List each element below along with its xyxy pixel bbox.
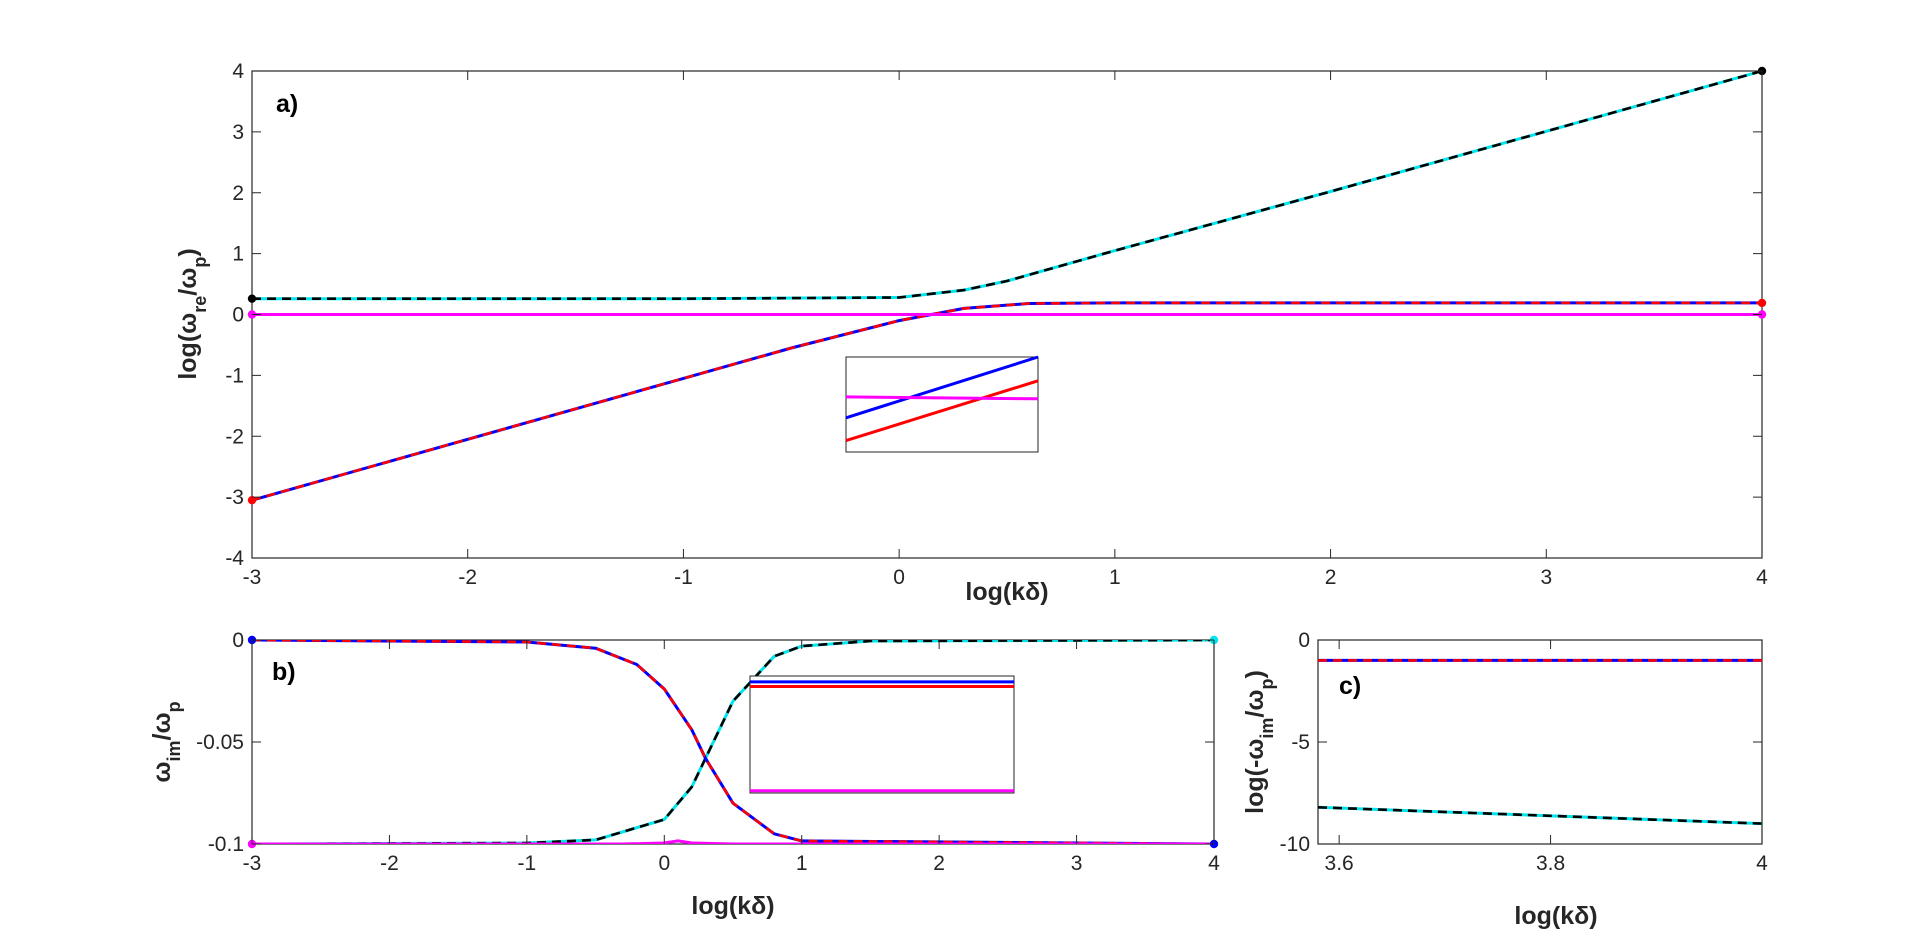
endpoint-marker — [247, 294, 257, 303]
panel-b-y-axis-label: ωim/ωp — [148, 701, 184, 782]
y-tick-label: -2 — [225, 425, 244, 448]
panel-c-plot-area — [1317, 639, 1763, 845]
y-tick-label: -0.05 — [196, 731, 244, 754]
panel-a-y-axis-label: log(ωre/ωp) — [174, 248, 210, 379]
y-tick-label: 2 — [232, 182, 244, 205]
panel-c-x-axis-label: log(kδ) — [1514, 902, 1597, 930]
y-tick-label: 4 — [232, 60, 244, 83]
panel-c-series — [1318, 658, 1762, 826]
panel-b-ticks: -3 -2 -1 0 1 2 3 4 -0.1 -0.05 0 — [196, 629, 1220, 875]
x-tick-label: 4 — [1208, 852, 1220, 875]
x-tick-label: -2 — [380, 852, 399, 875]
x-tick-label: -3 — [243, 852, 262, 875]
series-line-1 — [252, 640, 1214, 844]
y-tick-label: -5 — [1291, 731, 1310, 754]
endpoint-marker — [1757, 298, 1767, 308]
x-tick-label: -1 — [674, 566, 693, 589]
x-tick-label: 0 — [658, 852, 670, 875]
panel-c: 3.6 3.8 4 -10 -5 0 c) log(kδ) log(-ωim/ωp) — [1241, 629, 1768, 930]
x-tick-label: -3 — [243, 566, 262, 589]
y-tick-label: 3 — [232, 121, 244, 144]
panel-b-plot-area — [251, 639, 1215, 845]
series-line-1 — [252, 71, 1762, 301]
x-tick-label: 4 — [1756, 852, 1768, 875]
panel-a-x-axis-label: log(kδ) — [965, 578, 1048, 606]
x-tick-label: 3.6 — [1325, 852, 1354, 875]
panel-b: -3 -2 -1 0 1 2 3 4 -0.1 -0.05 0 b) log(kδ) ωim/ωp — [148, 629, 1220, 920]
series-line-3 — [252, 640, 1214, 844]
series-line-0 — [1318, 805, 1762, 826]
inset-line-1 — [845, 379, 1039, 443]
x-tick-label: 3.8 — [1536, 852, 1565, 875]
x-tick-label: 3 — [1540, 566, 1552, 589]
y-tick-label: 1 — [232, 243, 244, 266]
x-tick-label: -2 — [458, 566, 477, 589]
x-tick-label: 2 — [933, 852, 945, 875]
y-tick-label: -1 — [225, 364, 244, 387]
panel-b-label: b) — [272, 658, 296, 686]
panel-a-series — [247, 66, 1767, 505]
y-tick-label: -4 — [225, 547, 244, 570]
panel-b-series — [247, 635, 1219, 849]
panel-c-ticks: 3.6 3.8 4 -10 -5 0 — [1280, 629, 1769, 875]
panel-b-inset — [749, 675, 1015, 794]
x-tick-label: 0 — [893, 566, 905, 589]
inset-line-2 — [845, 395, 1039, 401]
series-line-3 — [252, 301, 1762, 502]
y-tick-label: -3 — [225, 486, 244, 509]
inset-frame — [749, 675, 1015, 794]
y-tick-label: 0 — [232, 629, 244, 652]
inset-line-0 — [845, 355, 1039, 420]
panel-a-label: a) — [276, 90, 298, 118]
endpoint-marker — [247, 495, 257, 505]
y-tick-label: 0 — [1298, 629, 1310, 652]
x-tick-label: 3 — [1071, 852, 1083, 875]
x-tick-label: 1 — [796, 852, 808, 875]
x-tick-label: 4 — [1756, 566, 1768, 589]
y-tick-label: -0.1 — [208, 833, 244, 856]
panel-c-y-axis-label: log(-ωim/ωp) — [1241, 670, 1277, 814]
series-line-4 — [252, 839, 1214, 844]
inset-frame — [845, 356, 1039, 453]
panel-b-x-axis-label: log(kδ) — [691, 892, 774, 920]
x-tick-label: -1 — [518, 852, 537, 875]
y-tick-label: 0 — [232, 304, 244, 327]
y-tick-label: -10 — [1280, 833, 1310, 856]
x-tick-label: 1 — [1109, 566, 1121, 589]
x-tick-label: 2 — [1325, 566, 1337, 589]
panel-c-label: c) — [1339, 672, 1361, 700]
panel-a-inset — [845, 355, 1039, 453]
